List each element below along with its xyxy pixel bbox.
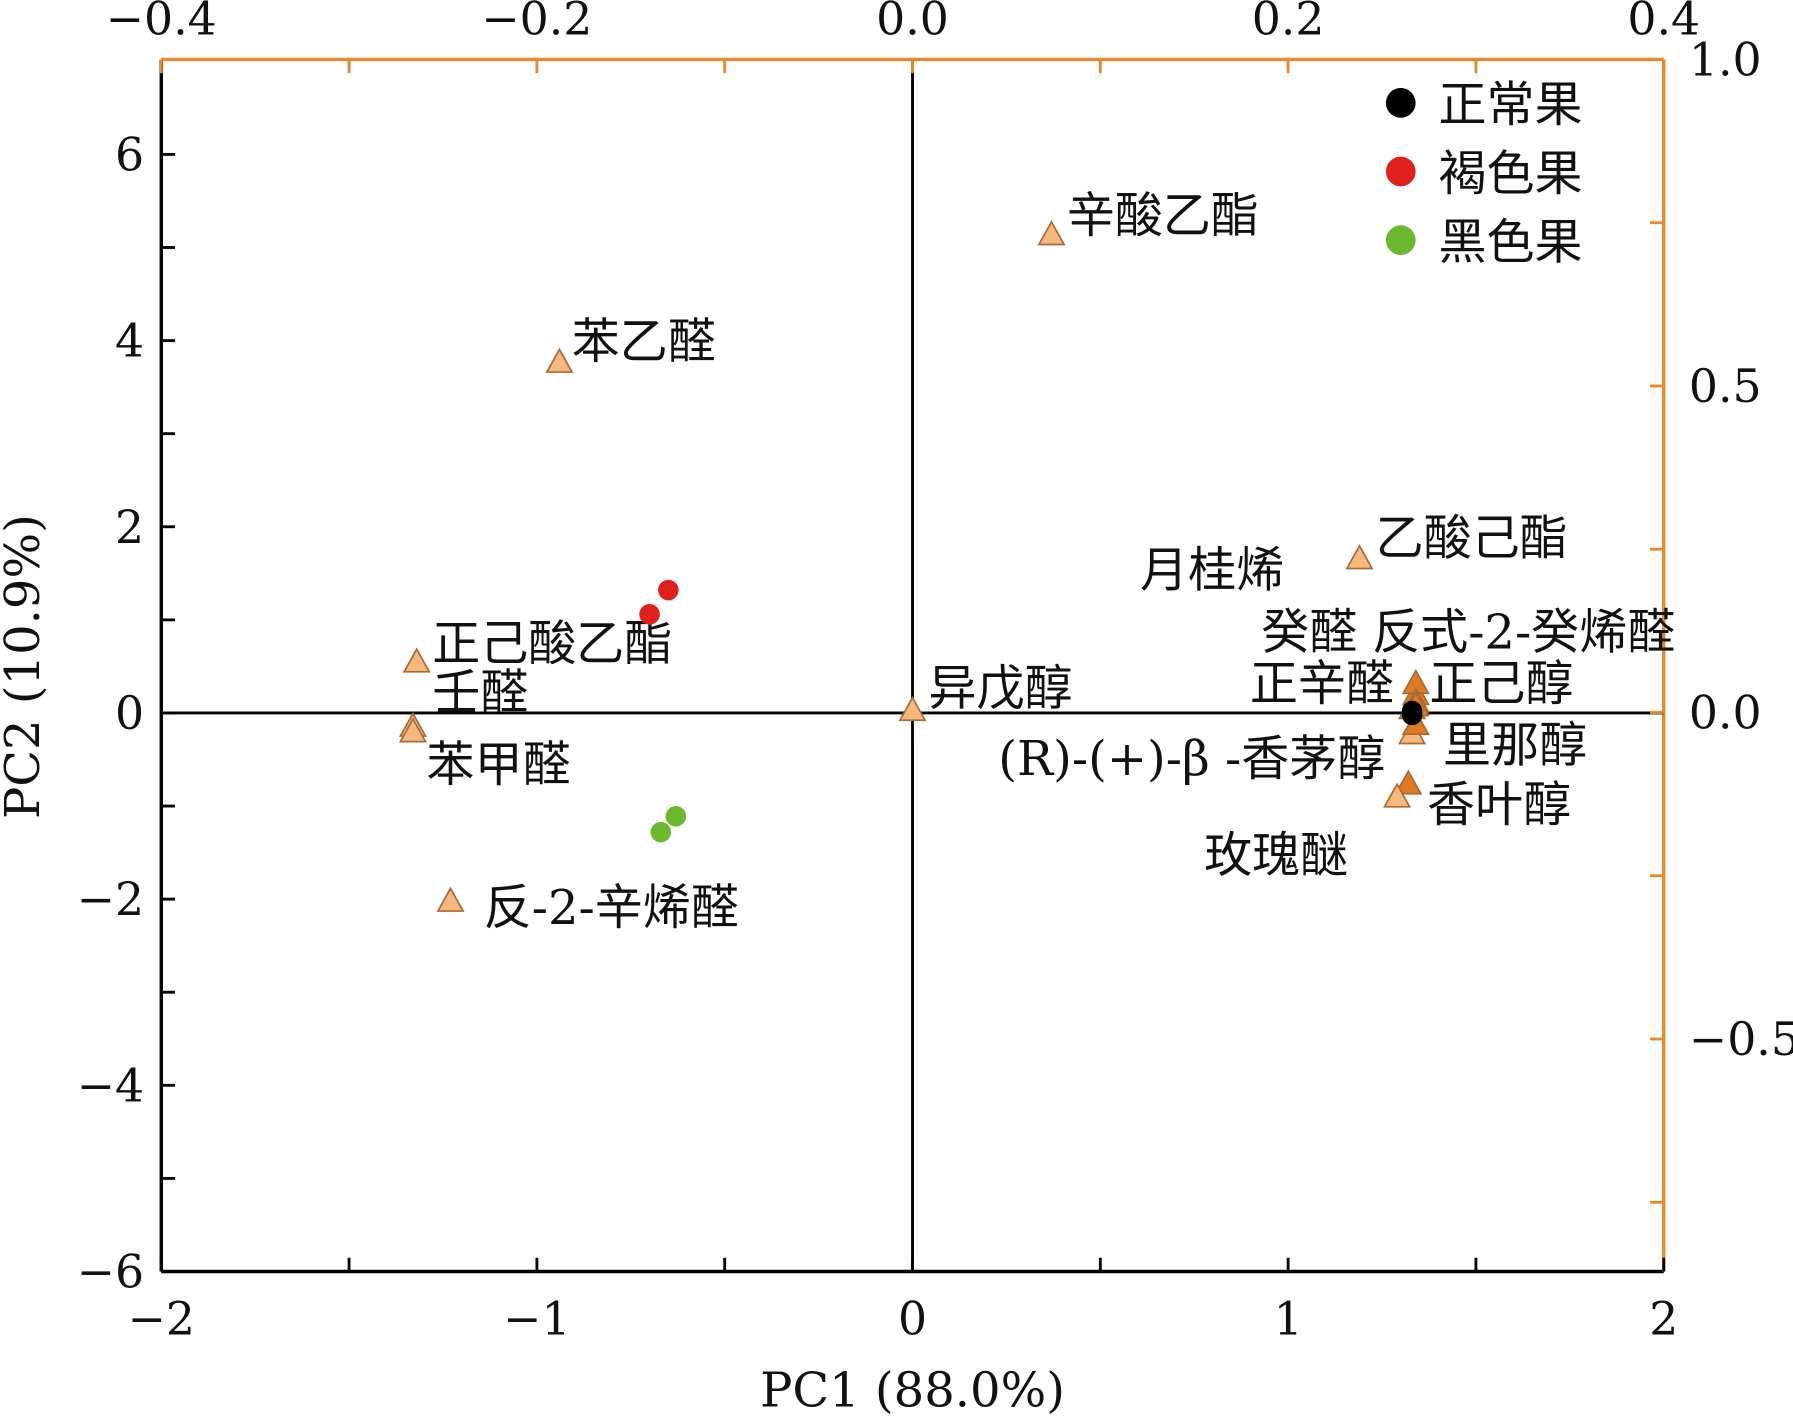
right-tick-label: 0.5 bbox=[1689, 360, 1762, 413]
loading-triangle bbox=[1383, 782, 1412, 808]
top-tick-label: 0.2 bbox=[1252, 0, 1325, 45]
score-point bbox=[1401, 704, 1423, 726]
loading-label: 正己醇 bbox=[1429, 656, 1573, 712]
x-tick-label: 2 bbox=[1649, 1292, 1678, 1345]
right-tick-label: −0.5 bbox=[1689, 1013, 1793, 1066]
y-tick-label: −6 bbox=[77, 1246, 144, 1299]
legend-label: 褐色果 bbox=[1438, 146, 1582, 202]
loading-label: 辛酸乙酯 bbox=[1067, 188, 1259, 244]
loading-label: 反-2-辛烯醛 bbox=[484, 880, 739, 936]
top-tick-label: −0.2 bbox=[481, 0, 592, 45]
score-point bbox=[665, 805, 687, 827]
y-tick-label: −4 bbox=[77, 1059, 144, 1112]
loading-label: 反式-2-癸烯醛 bbox=[1372, 604, 1675, 660]
legend-marker bbox=[1385, 156, 1416, 187]
loading-label: 月桂烯 bbox=[1140, 543, 1284, 599]
loading-label: 苯乙醛 bbox=[572, 314, 716, 370]
y-axis-title: PC2 (10.9%) bbox=[0, 514, 51, 819]
right-tick-label: 1.0 bbox=[1689, 33, 1762, 86]
loading-triangle bbox=[1345, 544, 1374, 570]
x-tick-label: 0 bbox=[898, 1292, 927, 1345]
score-point bbox=[650, 821, 672, 843]
loading-triangle bbox=[398, 717, 427, 743]
score-point bbox=[639, 603, 660, 625]
y-tick-label: 0 bbox=[115, 687, 144, 740]
loading-triangle bbox=[1037, 220, 1066, 246]
x-tick-label: −1 bbox=[503, 1292, 570, 1345]
loading-triangle bbox=[1394, 769, 1423, 795]
x-tick-label: −2 bbox=[128, 1292, 195, 1345]
y-tick-label: 2 bbox=[115, 501, 144, 554]
top-tick-label: −0.4 bbox=[106, 0, 217, 45]
y-tick-label: 4 bbox=[115, 315, 144, 368]
loading-label: 壬醛 bbox=[432, 665, 528, 721]
loading-triangle bbox=[898, 695, 927, 722]
y-tick-label: 6 bbox=[115, 128, 144, 181]
loading-label: 癸醛 bbox=[1261, 604, 1357, 660]
loading-triangle bbox=[545, 347, 574, 373]
legend-marker bbox=[1385, 225, 1416, 255]
loading-label: 香叶醇 bbox=[1427, 777, 1571, 833]
x-tick-label: 1 bbox=[1274, 1292, 1303, 1345]
loading-label: 异戊醇 bbox=[929, 660, 1073, 716]
loading-label: 苯甲醛 bbox=[427, 737, 571, 793]
loading-label: 玫瑰醚 bbox=[1204, 827, 1348, 883]
legend-label: 正常果 bbox=[1438, 77, 1582, 133]
legend-marker bbox=[1385, 88, 1416, 118]
loading-triangle bbox=[436, 886, 465, 912]
loading-label: 正辛醛 bbox=[1250, 656, 1394, 712]
loading-label: (R)-(+)-β -香茅醇 bbox=[998, 731, 1385, 787]
loading-label: 里那醇 bbox=[1443, 718, 1587, 774]
y-tick-label: −2 bbox=[77, 873, 144, 926]
score-point bbox=[658, 579, 679, 601]
loading-label: 乙酸己酯 bbox=[1376, 511, 1568, 567]
axes: −2 −1 0 1 2 −6 −4 −2 0 2 4 6 −0.4 −0.2 0.0 0.2 0.4 −0.5 0.… bbox=[77, 0, 1793, 1345]
legend-label: 黑色果 bbox=[1438, 214, 1582, 270]
top-tick-label: 0.4 bbox=[1627, 0, 1700, 45]
right-tick-label: 0.0 bbox=[1689, 687, 1762, 740]
x-axis-title: PC1 (88.0%) bbox=[760, 1362, 1065, 1418]
loading-label: 正己酸乙酯 bbox=[432, 616, 672, 672]
top-tick-label: 0.0 bbox=[876, 0, 949, 45]
loading-triangle bbox=[402, 647, 431, 673]
